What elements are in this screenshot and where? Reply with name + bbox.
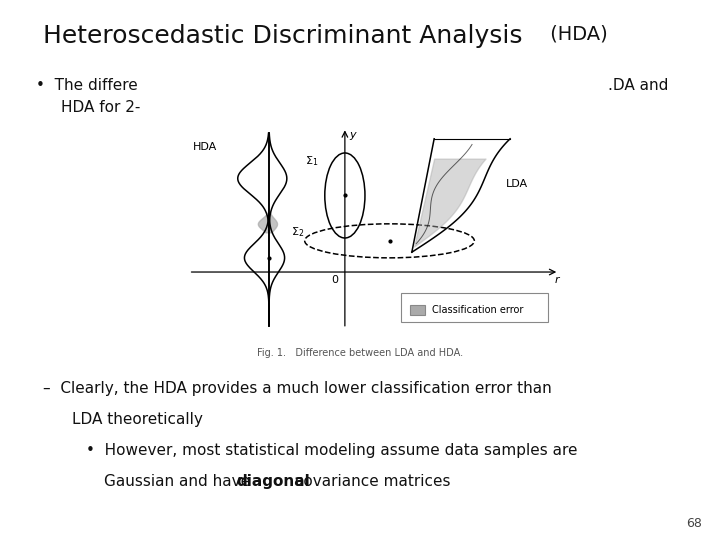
Text: Fig. 1.   Difference between LDA and HDA.: Fig. 1. Difference between LDA and HDA. [257, 348, 463, 359]
Text: 0: 0 [331, 275, 338, 285]
Bar [410, 305, 426, 314]
Text: $\Sigma_2$: $\Sigma_2$ [292, 225, 305, 239]
Text: Classification error: Classification error [432, 305, 523, 315]
Text: •  However, most statistical modeling assume data samples are: • However, most statistical modeling ass… [86, 443, 578, 458]
Text: diagonal: diagonal [236, 474, 310, 489]
Text: 68: 68 [686, 517, 702, 530]
Text: LDA theoretically: LDA theoretically [72, 412, 203, 427]
Text: r: r [554, 275, 559, 285]
Text: LDA: LDA [505, 179, 528, 189]
Text: .DA and: .DA and [608, 78, 669, 93]
Text: –  Clearly, the HDA provides a much lower classification error than: – Clearly, the HDA provides a much lower… [43, 381, 552, 396]
Text: Gaussian and have: Gaussian and have [104, 474, 256, 489]
Text: covariance matrices: covariance matrices [290, 474, 451, 489]
Text: Heteroscedastic Discriminant Analysis: Heteroscedastic Discriminant Analysis [43, 24, 523, 48]
FancyBboxPatch shape [401, 293, 548, 322]
Text: (HDA): (HDA) [544, 24, 608, 43]
Text: HDA for 2-: HDA for 2- [61, 100, 140, 115]
Text: HDA: HDA [193, 142, 217, 152]
Text: $\Sigma_1$: $\Sigma_1$ [305, 154, 318, 168]
Text: y: y [349, 130, 356, 140]
Text: •  The differe: • The differe [36, 78, 138, 93]
